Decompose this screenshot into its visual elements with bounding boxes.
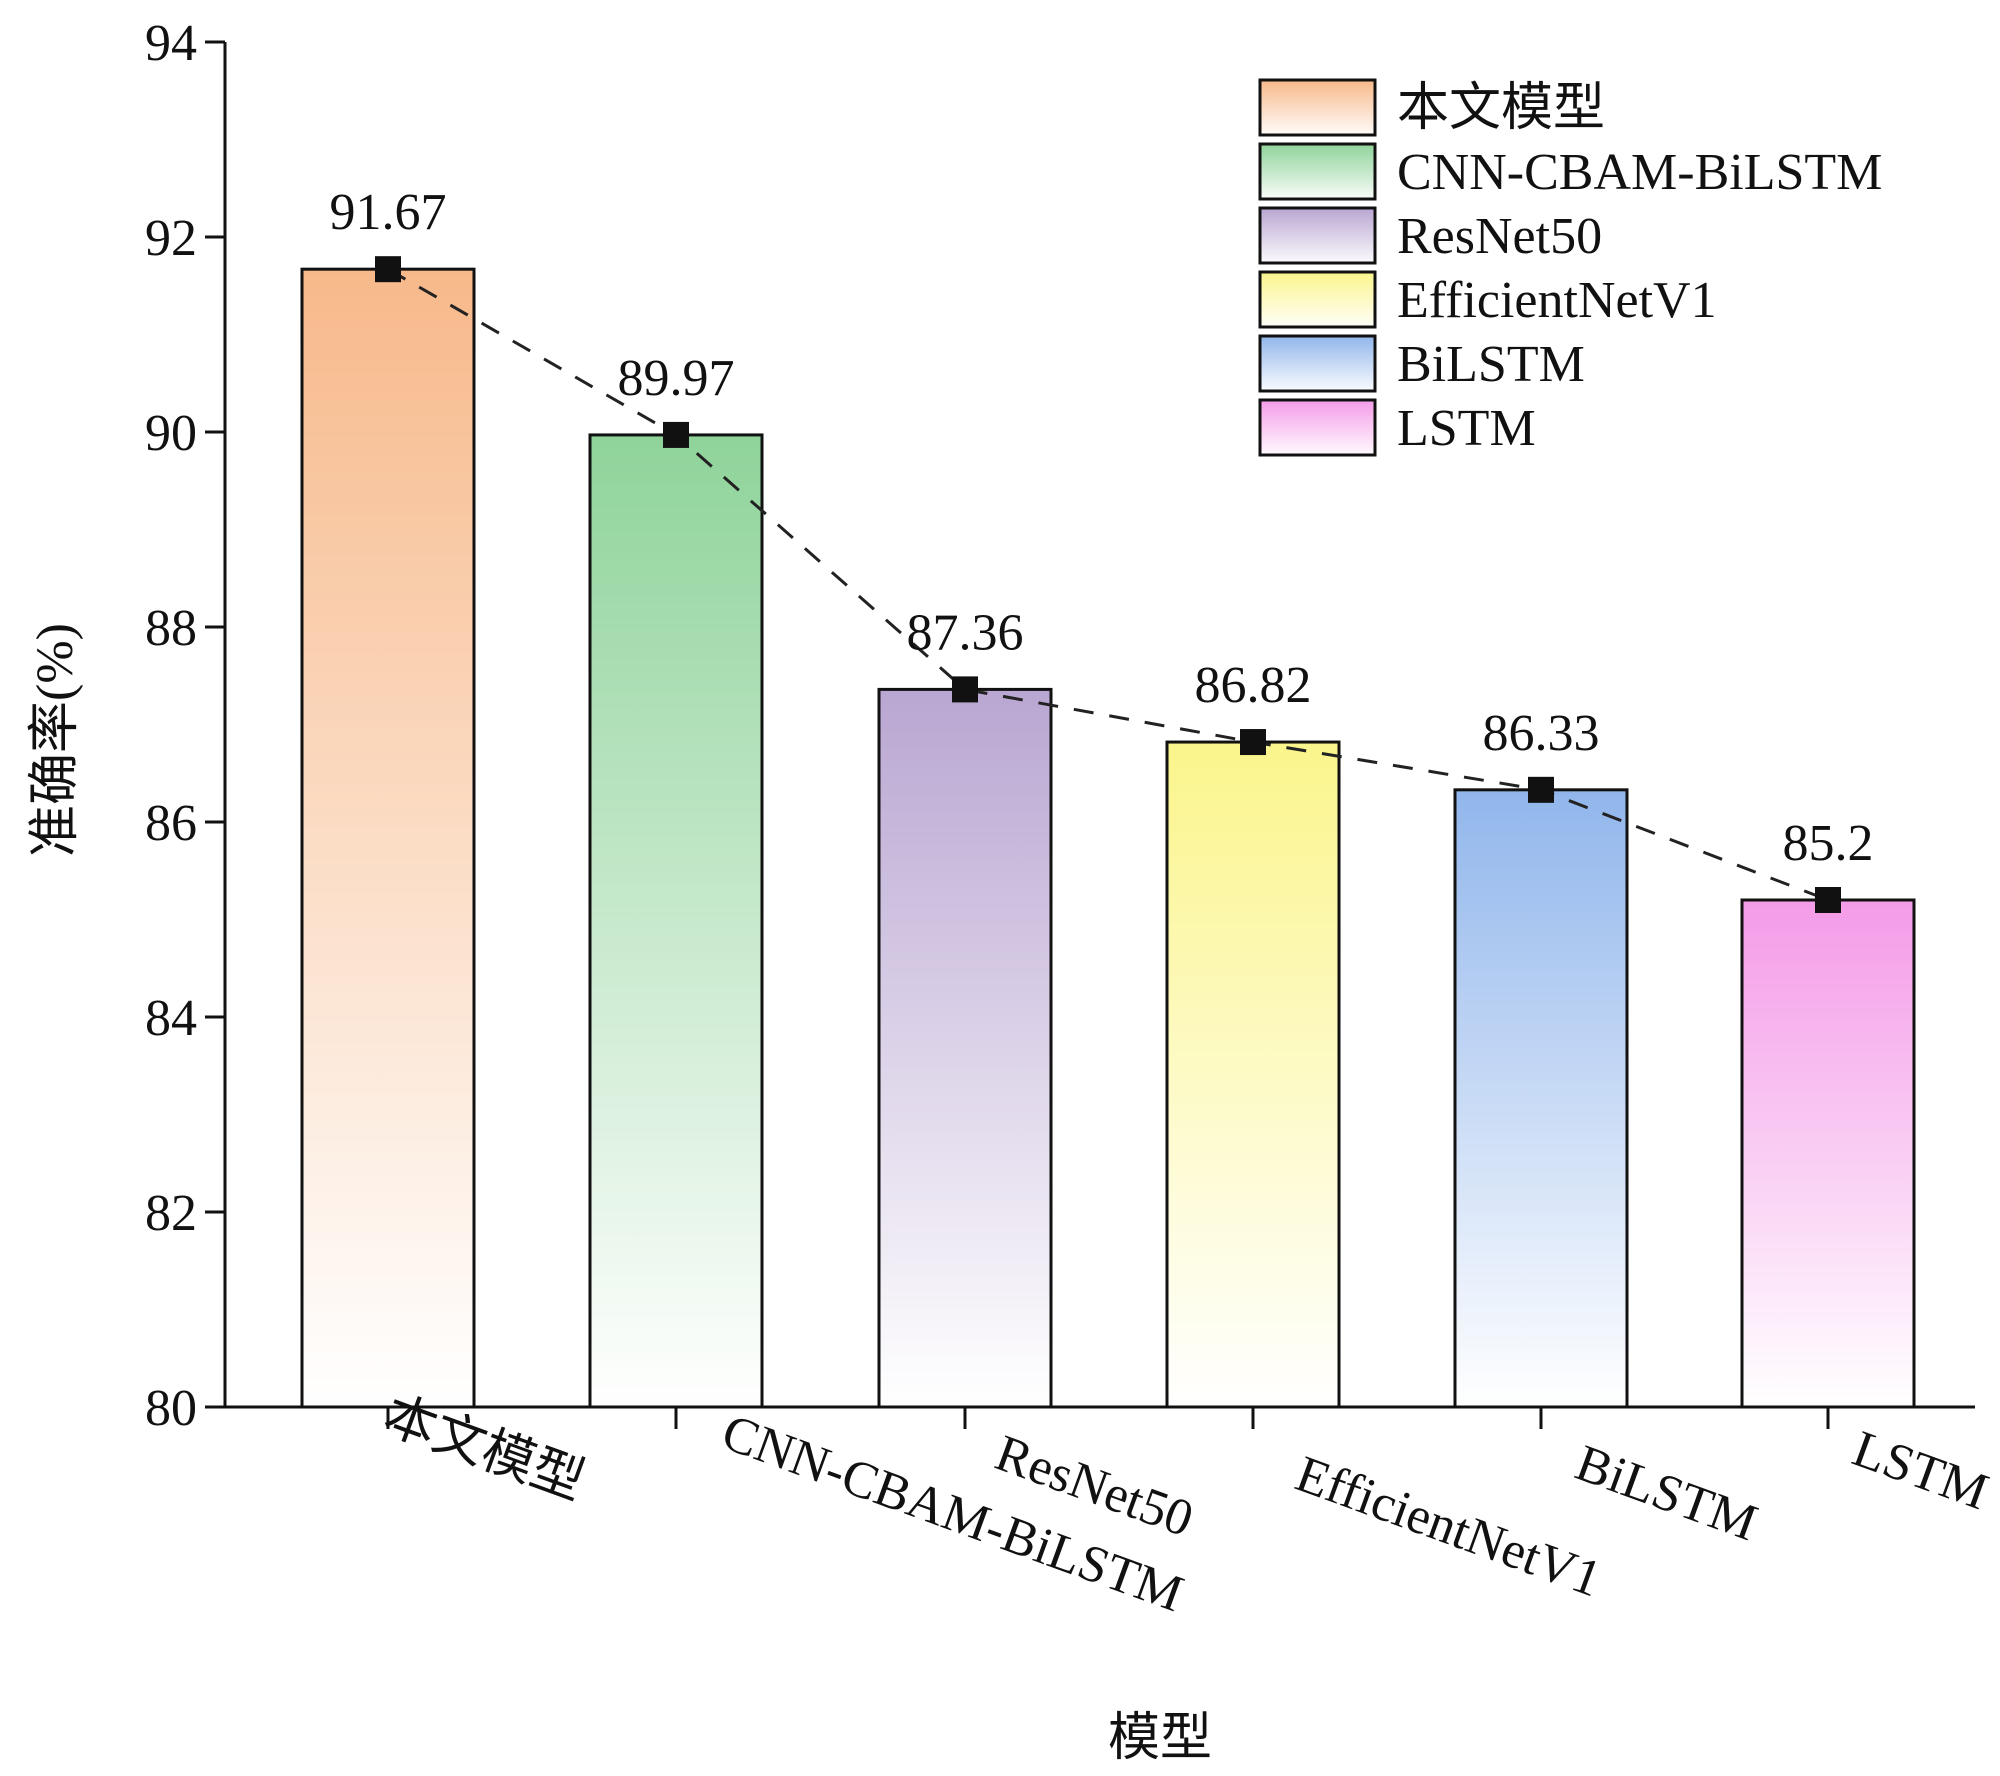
y-tick-label: 94 bbox=[145, 15, 197, 72]
y-tick-label: 90 bbox=[145, 405, 197, 462]
y-axis-title: 准确率(%) bbox=[27, 623, 84, 857]
value-label-3: 86.82 bbox=[1195, 657, 1312, 714]
bar-1 bbox=[588, 433, 764, 1409]
value-label-5: 85.2 bbox=[1783, 815, 1874, 872]
legend-swatch-1 bbox=[1258, 142, 1377, 201]
legend-label-2: ResNet50 bbox=[1397, 208, 1602, 265]
value-label-2: 87.36 bbox=[907, 604, 1024, 661]
legend-swatch-5 bbox=[1258, 398, 1377, 457]
bar-5 bbox=[1740, 898, 1916, 1409]
bar-2 bbox=[877, 687, 1053, 1409]
x-tick-label: 本文模型 bbox=[376, 1387, 591, 1512]
value-label-1: 89.97 bbox=[618, 350, 735, 407]
bar-0 bbox=[300, 267, 476, 1409]
legend-swatch-3 bbox=[1258, 270, 1377, 329]
trend-marker-0 bbox=[375, 256, 401, 283]
y-tick-label: 86 bbox=[145, 795, 197, 852]
trend-marker-4 bbox=[1528, 776, 1554, 803]
trend-marker-3 bbox=[1240, 729, 1266, 756]
y-tick-label: 82 bbox=[145, 1185, 197, 1242]
x-axis-title: 模型 bbox=[1108, 1710, 1212, 1767]
x-tick-label: EfficientNetV1 bbox=[1289, 1445, 1609, 1608]
y-tick-label: 88 bbox=[145, 600, 197, 657]
trend-marker-2 bbox=[952, 676, 978, 703]
bar-4 bbox=[1453, 788, 1629, 1409]
legend-swatch-0 bbox=[1258, 78, 1377, 137]
legend-label-1: CNN-CBAM-BiLSTM bbox=[1397, 144, 1882, 201]
legend-label-3: EfficientNetV1 bbox=[1397, 272, 1717, 329]
bar-3 bbox=[1165, 740, 1341, 1409]
legend-label-5: LSTM bbox=[1397, 400, 1536, 457]
y-tick-label: 80 bbox=[145, 1380, 197, 1437]
trend-marker-5 bbox=[1815, 887, 1841, 913]
y-tick-label: 84 bbox=[145, 990, 197, 1047]
value-label-0: 91.67 bbox=[330, 184, 447, 241]
value-label-4: 86.33 bbox=[1483, 705, 1600, 762]
x-tick-label: BiLSTM bbox=[1568, 1434, 1764, 1552]
y-tick-label: 92 bbox=[145, 210, 197, 267]
x-tick-label: LSTM bbox=[1846, 1420, 1996, 1521]
legend-label-4: BiLSTM bbox=[1397, 336, 1585, 393]
legend-swatch-2 bbox=[1258, 206, 1377, 265]
trend-marker-1 bbox=[663, 421, 689, 448]
legend-label-0: 本文模型 bbox=[1397, 80, 1605, 137]
legend-swatch-4 bbox=[1258, 334, 1377, 393]
